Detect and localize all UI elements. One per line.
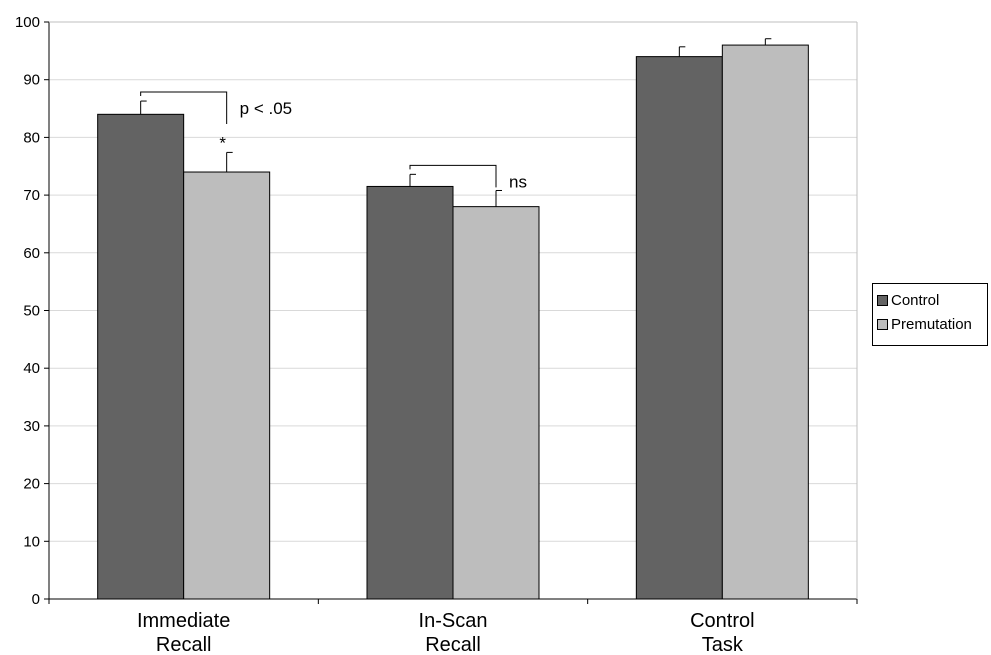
x-category-label: Control Task (690, 610, 754, 655)
legend: Control Premutation (872, 283, 988, 346)
x-category-label: In-Scan Recall (419, 610, 488, 655)
x-category-label-line: Recall (425, 634, 481, 655)
bar-control-0 (97, 113, 185, 600)
bar-premutation-0 (183, 171, 271, 600)
bars (97, 44, 809, 600)
x-category-label-line: In-Scan (419, 610, 488, 632)
error-bars (140, 38, 772, 207)
y-ticks: 0 10 20 30 40 50 60 70 80 90 100 (15, 14, 49, 608)
annotations: p < .05 * ns (140, 91, 527, 191)
y-tick-label: 80 (23, 129, 40, 146)
x-category-label-line: Immediate (137, 610, 230, 632)
y-tick-label: 40 (23, 360, 40, 377)
y-tick-label: 0 (32, 591, 40, 608)
legend-label-premutation: Premutation (891, 315, 972, 333)
legend-item-control: Control (877, 288, 987, 312)
significance-label: p < .05 (240, 99, 292, 118)
legend-label-control: Control (891, 291, 940, 309)
x-category-label-line: Task (702, 634, 744, 655)
bar-control-1 (366, 185, 454, 600)
significance-marker: * (219, 133, 226, 152)
y-tick-label: 50 (23, 303, 40, 320)
significance-bracket (409, 164, 497, 188)
y-tick-label: 20 (23, 476, 40, 493)
bar-control-2 (635, 56, 723, 600)
legend-item-premutation: Premutation (877, 312, 987, 336)
x-category-label-line: Control (690, 610, 754, 632)
legend-swatch-premutation (877, 318, 888, 330)
y-tick-label: 10 (23, 533, 40, 550)
bar-premutation-2 (721, 44, 809, 600)
y-tick-label: 30 (23, 418, 40, 435)
y-tick-label: 90 (23, 72, 40, 89)
bar-premutation-1 (452, 206, 540, 600)
x-category-label: Immediate Recall (137, 610, 230, 655)
y-tick-label: 70 (23, 187, 40, 204)
y-tick-label: 100 (15, 14, 40, 31)
legend-swatch-control (877, 294, 888, 306)
x-category-label-line: Recall (156, 634, 212, 655)
significance-label: ns (509, 172, 527, 191)
significance-bracket (140, 91, 228, 125)
y-tick-label: 60 (23, 245, 40, 262)
